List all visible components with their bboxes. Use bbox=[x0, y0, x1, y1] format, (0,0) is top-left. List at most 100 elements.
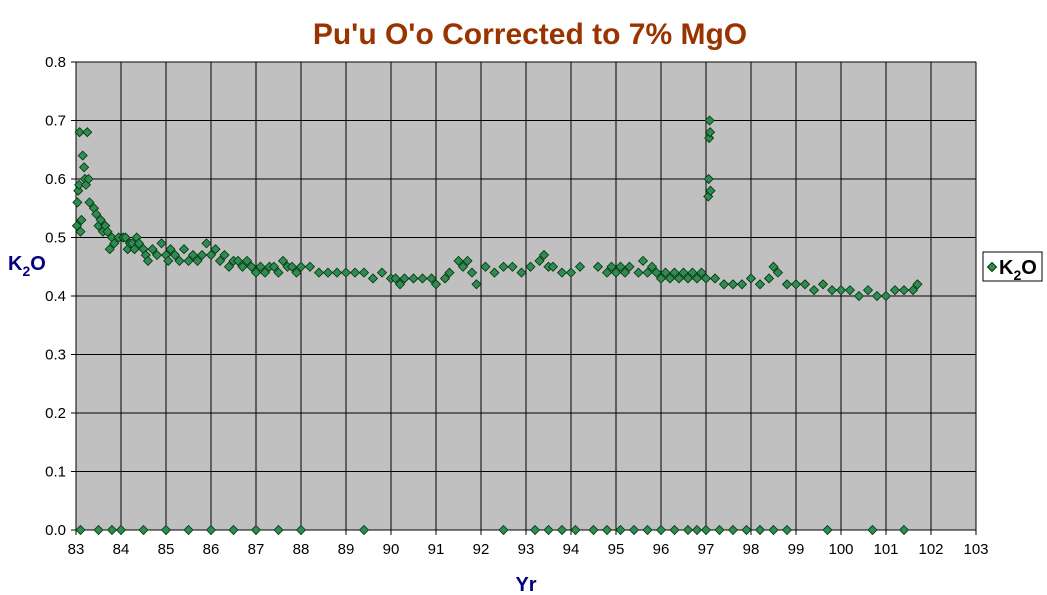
data-point bbox=[376, 267, 388, 278]
data-point bbox=[592, 261, 604, 272]
x-axis-title: Yr bbox=[515, 574, 536, 595]
x-tick-label: 95 bbox=[608, 541, 625, 558]
data-point bbox=[156, 238, 167, 249]
data-point bbox=[768, 524, 779, 536]
data-point bbox=[624, 261, 635, 272]
data-point bbox=[682, 273, 694, 284]
data-point bbox=[646, 261, 658, 272]
data-point bbox=[704, 115, 715, 126]
data-point bbox=[133, 238, 145, 249]
y-tick-label: 0.7 bbox=[45, 113, 66, 130]
data-point bbox=[250, 524, 262, 536]
x-axis-ticks: 83 84 85 86 87 88 89 90 91 92 93 94 95 96 97 98 99 100 101… bbox=[68, 529, 989, 558]
data-point bbox=[867, 524, 878, 536]
x-tick-label: 96 bbox=[653, 541, 670, 558]
data-point bbox=[223, 261, 235, 272]
data-point bbox=[259, 267, 271, 278]
y-axis-title: K2O bbox=[8, 253, 46, 279]
data-point bbox=[102, 226, 113, 237]
data-point bbox=[498, 524, 509, 536]
x-tick-label: 99 bbox=[788, 541, 805, 558]
data-point bbox=[453, 255, 464, 266]
data-point bbox=[304, 261, 316, 272]
y-axis-title-subscript: 2 bbox=[22, 263, 30, 279]
data-point bbox=[75, 524, 86, 536]
data-point bbox=[655, 524, 667, 536]
data-point bbox=[606, 261, 617, 272]
data-point bbox=[75, 226, 86, 237]
data-point bbox=[183, 255, 194, 266]
data-point bbox=[678, 267, 689, 278]
y-axis-title-tail: O bbox=[30, 253, 46, 275]
data-point bbox=[228, 524, 239, 536]
y-tick-label: 0.2 bbox=[45, 405, 66, 422]
data-point bbox=[246, 261, 257, 272]
data-point bbox=[682, 524, 694, 536]
data-point bbox=[417, 273, 428, 284]
data-point bbox=[120, 232, 131, 243]
data-point bbox=[669, 524, 680, 536]
data-point bbox=[255, 261, 266, 272]
data-point bbox=[93, 524, 104, 536]
data-point bbox=[660, 267, 671, 278]
data-point bbox=[655, 273, 667, 284]
data-point bbox=[547, 261, 559, 272]
x-tick-label: 100 bbox=[828, 541, 853, 558]
data-point bbox=[704, 127, 716, 138]
data-point bbox=[277, 255, 289, 266]
data-point bbox=[169, 249, 181, 261]
data-point bbox=[534, 255, 545, 266]
data-point bbox=[313, 267, 325, 278]
grid-lines bbox=[75, 61, 977, 531]
data-point bbox=[408, 273, 419, 284]
y-tick-label: 0.3 bbox=[45, 347, 66, 364]
data-point bbox=[214, 255, 226, 266]
legend-marker bbox=[986, 261, 998, 273]
data-point bbox=[565, 267, 577, 278]
data-point bbox=[187, 249, 199, 261]
data-point bbox=[790, 279, 802, 290]
data-point bbox=[192, 255, 203, 266]
data-point bbox=[295, 524, 307, 536]
legend-label-subscript: 2 bbox=[1013, 267, 1021, 283]
data-point bbox=[74, 179, 85, 190]
x-tick-label: 98 bbox=[743, 541, 760, 558]
data-point bbox=[358, 524, 370, 536]
data-point bbox=[160, 524, 172, 536]
y-tick-label: 0.8 bbox=[45, 54, 66, 71]
data-point bbox=[232, 255, 244, 266]
x-tick-label: 89 bbox=[338, 541, 355, 558]
data-point bbox=[219, 249, 230, 261]
data-point bbox=[898, 285, 910, 296]
data-point bbox=[628, 524, 640, 536]
data-point bbox=[178, 244, 190, 255]
data-point bbox=[862, 285, 874, 296]
data-point bbox=[358, 267, 370, 278]
data-point bbox=[705, 185, 716, 196]
data-point bbox=[642, 524, 653, 536]
x-tick-label: 92 bbox=[473, 541, 490, 558]
data-point bbox=[853, 290, 865, 302]
data-point bbox=[907, 285, 919, 296]
data-point bbox=[237, 261, 248, 272]
data-point bbox=[736, 279, 748, 290]
legend-label-main: K bbox=[999, 257, 1014, 279]
data-point bbox=[619, 267, 631, 278]
x-tick-label: 103 bbox=[963, 541, 988, 558]
data-point bbox=[273, 267, 284, 278]
x-tick-label: 101 bbox=[873, 541, 898, 558]
data-point bbox=[691, 524, 703, 536]
data-point bbox=[687, 267, 698, 278]
y-tick-label: 0.4 bbox=[45, 288, 66, 305]
data-point bbox=[480, 261, 491, 272]
data-point bbox=[714, 524, 725, 536]
data-point bbox=[781, 279, 793, 290]
data-point bbox=[700, 273, 712, 284]
data-point bbox=[104, 244, 115, 255]
data-point bbox=[601, 267, 613, 278]
data-point bbox=[390, 273, 401, 284]
data-point bbox=[610, 267, 622, 278]
data-point bbox=[109, 238, 120, 249]
data-point bbox=[808, 285, 820, 296]
data-point bbox=[768, 261, 779, 272]
